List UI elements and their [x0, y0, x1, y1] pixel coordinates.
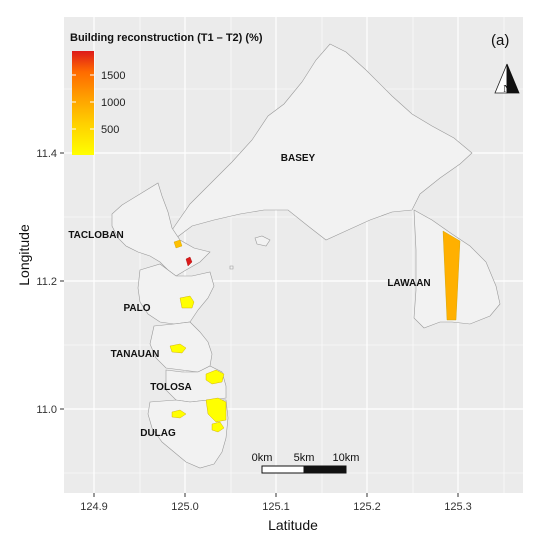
tacloban-polygon	[111, 182, 211, 277]
scale-bar-segment-white	[261, 465, 305, 474]
y-axis-ticks	[60, 152, 64, 410]
lawaan-change-area	[442, 230, 461, 321]
scale-bar-label: 10km	[333, 452, 360, 464]
region-label-palo: PALO	[123, 303, 150, 314]
dulag-change-area-3	[211, 421, 225, 433]
dulag-change-area-2	[171, 409, 187, 419]
region-label-lawaan: LAWAAN	[387, 278, 430, 289]
x-tick-label: 125.1	[262, 501, 290, 513]
region-label-tacloban: TACLOBAN	[68, 230, 123, 241]
tanauan-change-area	[169, 343, 187, 354]
north-arrow-icon	[494, 63, 520, 94]
x-tick-label: 124.9	[80, 501, 108, 513]
islet-1	[254, 235, 271, 247]
region-label-tolosa: TOLOSA	[150, 382, 191, 393]
change-areas	[169, 230, 461, 433]
north-arrow: N	[494, 63, 520, 95]
x-axis-title: Latitude	[268, 517, 318, 533]
y-axis-title: Longitude	[16, 224, 32, 286]
legend: Building reconstruction (T1 – T2) (%) 15…	[70, 32, 263, 155]
scale-bar-label: 5km	[294, 452, 315, 464]
tolosa-change-area	[205, 369, 225, 385]
dulag-change-area-1	[205, 397, 227, 423]
scale-bar-segment-black	[303, 465, 347, 474]
palo-change-area	[179, 295, 195, 309]
north-letter: N	[503, 84, 510, 95]
basey-polygon	[171, 43, 473, 241]
legend-title: Building reconstruction (T1 – T2) (%)	[70, 32, 263, 44]
tacloban-change-area	[173, 239, 183, 249]
islet-2	[229, 265, 234, 270]
legend-tick-label: 1500	[101, 70, 125, 82]
x-tick-label: 125.0	[171, 501, 199, 513]
y-tick-label: 11.2	[36, 276, 57, 288]
region-label-tanauan: TANAUAN	[111, 349, 160, 360]
region-label-basey: BASEY	[281, 153, 316, 164]
legend-colorbar	[72, 51, 94, 155]
legend-tick-label: 500	[101, 124, 119, 136]
scale-bar-label: 0km	[252, 452, 273, 464]
y-tick-label: 11.0	[36, 404, 57, 416]
x-tick-label: 125.3	[444, 501, 472, 513]
legend-tick-label: 1000	[101, 97, 125, 109]
x-axis-ticks	[93, 493, 459, 497]
panel-tag: (a)	[491, 32, 509, 49]
x-tick-label: 125.2	[353, 501, 381, 513]
scale-bar: 0km 5km 10km	[252, 452, 360, 474]
dulag-polygon	[147, 399, 229, 469]
region-labels: BASEY TACLOBAN LAWAAN PALO TANAUAN TOLOS…	[68, 153, 430, 439]
tacloban-peak-change	[185, 256, 193, 267]
region-label-dulag: DULAG	[140, 428, 176, 439]
y-tick-label: 11.4	[36, 148, 57, 160]
palo-polygon	[137, 263, 215, 325]
